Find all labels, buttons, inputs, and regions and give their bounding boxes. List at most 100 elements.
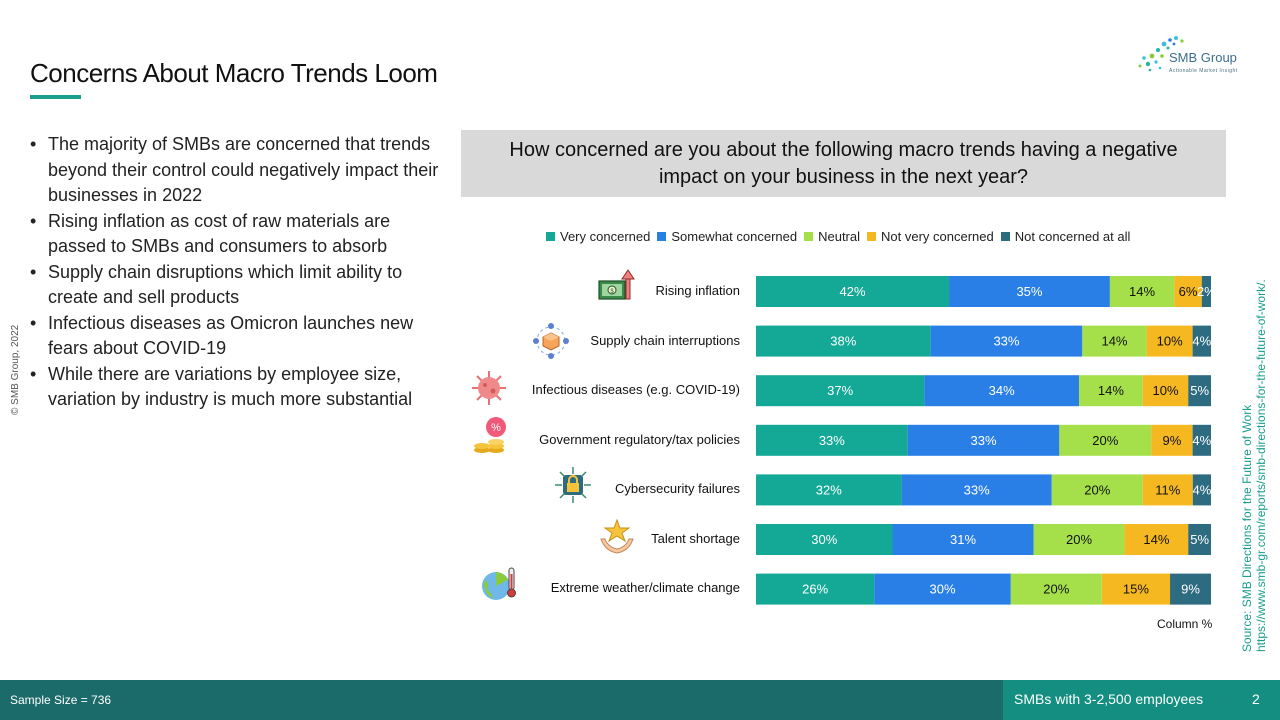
bar-segment [1109, 276, 1175, 307]
title-underline [30, 95, 81, 99]
data-label: 34% [989, 383, 1015, 398]
legend-item: Not very concerned [867, 229, 994, 244]
bar-segment [949, 276, 1110, 307]
bar-segment [892, 524, 1034, 555]
chart-legend: Very concerned Somewhat concerned Neutra… [546, 229, 1137, 244]
bar-segment [1101, 573, 1171, 605]
legend-item: Somewhat concerned [657, 229, 797, 244]
bar-segment [930, 325, 1083, 357]
data-label: 26% [802, 582, 828, 597]
supply-chain-icon [533, 323, 569, 359]
bullet-item: While there are variations by employee s… [28, 362, 448, 413]
data-label: 5% [1190, 532, 1209, 547]
bullet-item: Rising inflation as cost of raw material… [28, 209, 448, 260]
bar-segment [1142, 375, 1189, 407]
legend-swatch [804, 232, 814, 241]
bar-segment [756, 424, 908, 456]
bar-segment [1151, 424, 1193, 456]
bar-segment [924, 375, 1080, 407]
category-label: Government regulatory/tax policies [539, 432, 740, 447]
data-label: 42% [839, 284, 865, 299]
legend-label: Not concerned at all [1014, 229, 1131, 244]
data-label: 4% [1193, 482, 1212, 497]
data-label: 14% [1143, 532, 1169, 547]
money-up-icon: $ [598, 269, 635, 300]
bar-segment [1188, 524, 1211, 555]
data-label: 14% [1098, 383, 1124, 398]
category-label: Infectious diseases (e.g. COVID-19) [531, 382, 740, 397]
legend-item: Neutral [804, 229, 860, 244]
data-label: 11% [1155, 482, 1180, 497]
data-label: 33% [819, 433, 845, 448]
data-label: 37% [827, 383, 853, 398]
bar-segment [756, 375, 925, 407]
legend-item: Very concerned [546, 229, 650, 244]
data-label: 20% [1092, 433, 1118, 448]
bar-segment [756, 573, 875, 605]
data-label: 31% [950, 532, 976, 547]
data-label: 30% [930, 582, 956, 597]
bar-segment [1201, 276, 1211, 307]
bar-segment [1192, 325, 1211, 357]
footer-segment-panel [1003, 680, 1280, 720]
bullet-list: The majority of SMBs are concerned that … [28, 132, 448, 413]
bullet-item: Supply chain disruptions which limit abi… [28, 260, 448, 311]
data-label: 32% [816, 482, 842, 497]
data-label: 15% [1123, 582, 1149, 597]
category-label: Rising inflation [655, 283, 740, 298]
legend-label: Very concerned [560, 229, 651, 244]
bar-segment [1010, 573, 1102, 605]
svg-text:%: % [491, 422, 501, 434]
data-label: 14% [1101, 334, 1127, 349]
data-label: 20% [1084, 482, 1110, 497]
slide-title: Concerns About Macro Trends Loom [30, 58, 438, 88]
category-label: Cybersecurity failures [615, 481, 740, 496]
category-label: Extreme weather/climate change [550, 580, 740, 595]
legend-swatch [867, 232, 877, 241]
bar-segment [1033, 524, 1125, 555]
smb-group-logo-icon [1138, 36, 1184, 72]
climate-thermometer-icon [482, 567, 516, 600]
bar-segment [1192, 474, 1211, 506]
page-number: 2 [1252, 691, 1260, 707]
data-label: 4% [1192, 334, 1211, 349]
bar-segment [901, 474, 1052, 506]
data-label: 33% [970, 433, 996, 448]
data-label: 9% [1181, 582, 1200, 597]
bar-segment [1124, 524, 1189, 555]
legend-label: Neutral [818, 229, 861, 244]
bullet-item: Infectious diseases as Omicron launches … [28, 311, 448, 362]
source-line: Source: SMB Directions for the Future of… [1240, 404, 1254, 652]
data-label: 20% [1043, 582, 1069, 597]
data-label: 35% [1016, 284, 1042, 299]
bar-segment [756, 474, 902, 506]
bar-segment [874, 573, 1011, 605]
talent-star-icon [600, 518, 634, 554]
legend-swatch [1000, 232, 1010, 241]
bar-segment [1059, 424, 1152, 456]
segment-label: SMBs with 3-2,500 employees [1014, 691, 1204, 707]
legend-label: Somewhat concerned [671, 229, 798, 244]
legend-swatch [546, 232, 555, 241]
data-label: 10% [1152, 383, 1178, 398]
data-label: 14% [1129, 284, 1155, 299]
category-label: Talent shortage [651, 531, 740, 546]
data-label: 5% [1190, 383, 1209, 398]
bar-segment [1188, 375, 1211, 407]
bar-segment [1079, 375, 1143, 407]
tax-coins-icon: % [474, 417, 506, 453]
bar-segment [1051, 474, 1143, 506]
bar-segment [756, 325, 931, 357]
bar-segment [756, 524, 893, 555]
data-label: 20% [1066, 532, 1092, 547]
bar-segment [1170, 573, 1211, 605]
bar-segment [1146, 325, 1193, 357]
bar-segment [1192, 424, 1211, 456]
bar-segment [907, 424, 1060, 456]
data-label: 33% [964, 482, 990, 497]
data-label: 2% [1197, 284, 1216, 299]
data-label: 30% [811, 532, 837, 547]
svg-text:$: $ [610, 289, 614, 295]
bullet-item: The majority of SMBs are concerned that … [28, 132, 448, 209]
data-label: 4% [1192, 433, 1211, 448]
